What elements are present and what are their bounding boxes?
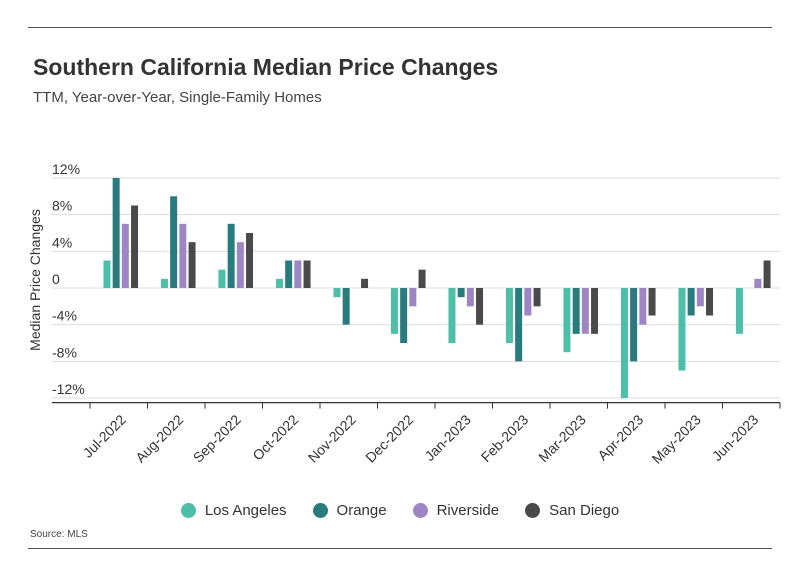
bar-los-angeles [735, 288, 743, 334]
bar-riverside [524, 288, 532, 316]
bar-orange [342, 288, 350, 325]
chart-title: Southern California Median Price Changes [33, 54, 499, 80]
bar-orange [572, 288, 580, 334]
x-tick-label: Oct-2022 [249, 411, 301, 463]
x-tick-label: May-2023 [649, 411, 704, 466]
y-tick-label: 4% [52, 234, 72, 250]
bar-orange [170, 196, 178, 288]
legend-label: Orange [336, 502, 387, 519]
x-tick-label: Jul-2022 [80, 411, 129, 460]
bar-los-angeles [505, 288, 513, 344]
bar-riverside [236, 242, 244, 288]
bar-san-diego [303, 260, 311, 288]
y-tick-label: 8% [52, 198, 72, 214]
bar-orange [457, 288, 465, 298]
x-tick-label: Feb-2023 [478, 411, 532, 465]
legend-swatch [412, 503, 428, 518]
bar-orange [630, 288, 638, 362]
y-tick-label: -12% [52, 381, 85, 397]
chart-area: 12% 8% 4% 0 -4% -8% -12% Jul-2022 Aug-2022 Sep-20… [27, 161, 781, 467]
legend-item: San Diego [525, 502, 619, 519]
bar-riverside [121, 223, 129, 288]
y-tick-label: 0 [52, 271, 60, 287]
bar-los-angeles [103, 260, 111, 288]
top-rule [28, 27, 772, 28]
bar-orange [515, 288, 523, 362]
bar-san-diego [131, 205, 139, 288]
bar-san-diego [706, 288, 714, 316]
bars [103, 177, 771, 399]
bar-san-diego [246, 232, 254, 288]
x-tick-label: Apr-2023 [594, 411, 646, 463]
bar-orange [400, 288, 408, 344]
bar-san-diego [591, 288, 599, 334]
legend-item: Orange [312, 502, 387, 519]
bar-los-angeles [390, 288, 398, 334]
x-tick-label: Dec-2022 [362, 411, 416, 465]
legend-swatch [180, 503, 196, 518]
x-tick-label: Mar-2023 [535, 411, 589, 465]
bottom-rule [28, 548, 772, 549]
legend-item: Riverside [412, 502, 500, 519]
x-tick-label: Nov-2022 [305, 411, 359, 465]
bar-san-diego [476, 288, 484, 325]
bar-riverside [294, 260, 302, 288]
bar-los-angeles [275, 278, 283, 288]
bar-los-angeles [620, 288, 628, 399]
y-tick-label: -8% [52, 344, 77, 360]
bar-los-angeles [160, 278, 168, 288]
bar-san-diego [361, 278, 369, 288]
legend-swatch [312, 503, 328, 518]
bar-los-angeles [448, 288, 456, 344]
bar-riverside [409, 288, 417, 307]
bar-los-angeles [563, 288, 571, 353]
bar-orange [285, 260, 293, 288]
bar-orange [687, 288, 695, 316]
legend-label: Riverside [436, 502, 500, 519]
x-tick-label: Jan-2023 [421, 411, 474, 464]
bar-san-diego [188, 242, 196, 288]
legend-swatch [525, 503, 541, 518]
chart-subtitle: TTM, Year-over-Year, Single-Family Homes [33, 89, 322, 106]
legend-item: Los Angeles [180, 502, 287, 519]
legend-label: San Diego [549, 502, 620, 519]
source-note: Source: MLS [30, 529, 88, 540]
x-tick-label: Jun-2023 [709, 411, 762, 464]
bar-los-angeles [218, 269, 226, 288]
bar-san-diego [763, 260, 771, 288]
bar-san-diego [533, 288, 541, 307]
y-axis-label: Median Price Changes [27, 209, 43, 351]
legend-label: Los Angeles [204, 502, 287, 519]
x-tick-label: Sep-2022 [190, 411, 244, 465]
bar-san-diego [648, 288, 656, 316]
axes: 12% 8% 4% 0 -4% -8% -12% Jul-2022 Aug-2022 Sep-20… [52, 161, 781, 467]
bar-los-angeles [333, 288, 341, 298]
y-tick-label: 12% [52, 161, 80, 177]
bar-orange [112, 177, 120, 288]
x-tick-label: Aug-2022 [132, 411, 186, 465]
bar-riverside [696, 288, 704, 307]
bar-los-angeles [678, 288, 686, 371]
bar-riverside [466, 288, 474, 307]
bar-riverside [581, 288, 589, 334]
bar-riverside [754, 278, 762, 288]
bar-riverside [179, 223, 187, 288]
y-tick-label: -4% [52, 308, 77, 324]
legend: Los Angeles Orange Riverside San Diego [0, 502, 800, 519]
bar-riverside [639, 288, 647, 325]
bar-san-diego [418, 269, 426, 288]
bar-orange [227, 223, 235, 288]
